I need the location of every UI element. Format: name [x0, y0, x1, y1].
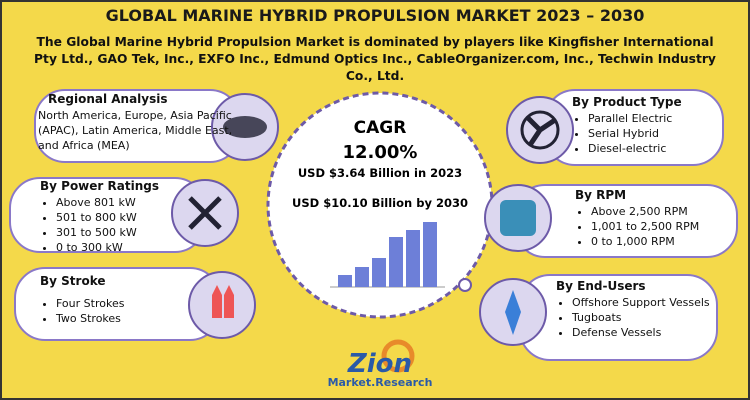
panel-title: By Product Type	[572, 95, 682, 109]
panel-title: Regional Analysis	[48, 92, 168, 106]
logo-sub: Market.Research	[327, 376, 433, 389]
list-item: Defense Vessels	[572, 325, 711, 340]
title: GLOBAL MARINE HYBRID PROPULSION MARKET 2…	[105, 6, 645, 25]
panel-title: By End-Users	[556, 279, 646, 293]
logo-mark	[381, 339, 415, 373]
panel-title: By Power Ratings	[40, 179, 159, 193]
panel-content: By Product Type Parallel ElectricSerial H…	[572, 95, 717, 156]
list-item: 501 to 800 kW	[56, 210, 180, 225]
list-item: Parallel Electric	[588, 111, 717, 126]
panel-title: By Stroke	[40, 274, 106, 288]
cagr-value: 12.00%	[342, 142, 418, 163]
list-item: 0 to 1,000 RPM	[591, 234, 735, 249]
logo-name: Zion	[347, 349, 413, 379]
mini-chart	[330, 222, 445, 288]
panel-list: Parallel ElectricSerial HybridDiesel-ele…	[572, 111, 717, 156]
subtitle: The Global Marine Hybrid Propulsion Mark…	[34, 35, 716, 83]
list-item: 0 to 300 kW	[56, 240, 180, 255]
list-item: Four Strokes	[56, 296, 190, 311]
list-item: Above 801 kW	[56, 195, 180, 210]
value-2030: USD $10.10 Billion by 2030	[292, 196, 468, 210]
panel-content: By RPM Above 2,500 RPM1,001 to 2,500 RPM0…	[575, 188, 735, 249]
panel-list: Four StrokesTwo Strokes	[40, 296, 190, 326]
panel-list: Above 2,500 RPM1,001 to 2,500 RPM0 to 1,…	[575, 204, 735, 249]
cagr-label: CAGR	[353, 118, 407, 138]
panel-text: North America, Europe, Asia Pacific (APA…	[38, 109, 233, 152]
panel-content: By Power Ratings Above 801 kW501 to 800 k…	[40, 179, 180, 255]
dot	[458, 278, 472, 292]
panel-list: Above 801 kW501 to 800 kW301 to 500 kW0 …	[40, 195, 180, 255]
panel-content: Regional Analysis North America, Europe, …	[38, 92, 248, 153]
list-item: Diesel-electric	[588, 141, 717, 156]
list-item: Offshore Support Vessels	[572, 295, 711, 310]
panel-title: By RPM	[575, 188, 627, 202]
list-item: Tugboats	[572, 310, 711, 325]
panel-content: By Stroke Four StrokesTwo Strokes	[40, 274, 190, 326]
value-2023: USD $3.64 Billion in 2023	[297, 166, 463, 180]
panel-list: Offshore Support VesselsTugboatsDefense …	[556, 295, 711, 340]
list-item: Two Strokes	[56, 311, 190, 326]
icons	[188, 110, 560, 335]
panel-content: By End-Users Offshore Support VesselsTugb…	[556, 279, 711, 340]
list-item: 1,001 to 2,500 RPM	[591, 219, 735, 234]
list-item: Above 2,500 RPM	[591, 204, 735, 219]
list-item: 301 to 500 kW	[56, 225, 180, 240]
list-item: Serial Hybrid	[588, 126, 717, 141]
